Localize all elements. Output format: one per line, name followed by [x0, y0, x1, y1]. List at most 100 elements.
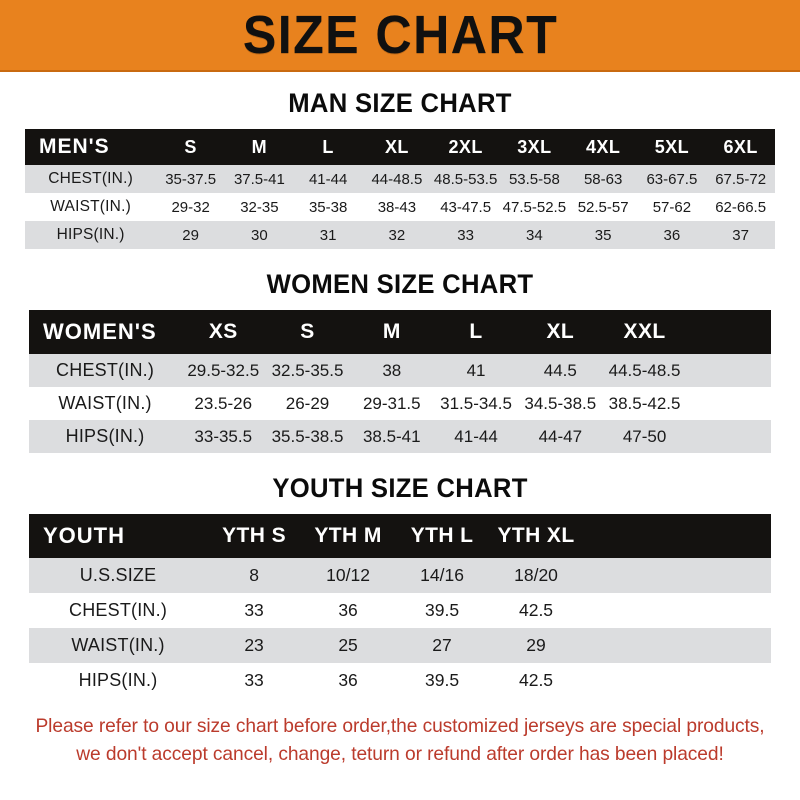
man-measurement-cell: 30: [251, 226, 268, 244]
man-table-row: WAIST(IN.) 29-32 32-35 35-38 38-43 43-47.5 47.…: [25, 193, 775, 221]
man-table-header-row: MEN'S S M L XL 2XL 3XL 4XL 5XL 6XL: [25, 129, 775, 165]
women-measurement-cell: 44.5: [543, 360, 577, 380]
man-size-header-cell: S: [184, 136, 197, 157]
women-measurement-cell: 41-44: [454, 426, 498, 446]
women-measurement-cell: 29-31.5: [362, 393, 421, 413]
man-measurement-cell: 52.5-57: [577, 198, 629, 216]
youth-measurement-spacer: [677, 593, 771, 628]
women-measurement-cell: 32.5-35.5: [271, 360, 344, 380]
man-size-table-wrapper: MEN'S S M L XL 2XL 3XL 4XL 5XL 6XL CHEST(IN.) 35-37…: [25, 129, 775, 249]
youth-measurement-cell: 39.5: [425, 670, 460, 690]
women-size-table-wrapper: WOMEN'S XS S M L XL XXL CHEST(IN.) 29.5-32.5 32.5…: [29, 310, 771, 453]
youth-section-heading: YOUTH SIZE CHART: [272, 473, 528, 503]
man-measurement-cell: 41-44: [308, 170, 348, 188]
man-table-row: CHEST(IN.) 35-37.5 37.5-41 41-44 44-48.5 48.5…: [25, 165, 775, 193]
man-measurement-cell: 37: [732, 226, 749, 244]
women-measurement-cell: 31.5-34.5: [440, 393, 512, 413]
youth-size-header-cell: YTH XL: [497, 524, 575, 547]
youth-measurement-spacer: [583, 663, 677, 698]
man-measurement-cell: 29-32: [171, 198, 210, 216]
youth-size-header-spacer: [583, 514, 677, 558]
women-measurement-label: HIPS(IN.): [65, 426, 145, 446]
youth-size-header-cell: YTH S: [222, 524, 286, 547]
youth-size-table: YOUTH YTH S YTH M YTH L YTH XL U.S.SIZE 8 10/12…: [29, 514, 771, 698]
man-measurement-cell: 43-47.5: [440, 198, 492, 216]
man-measurement-cell: 35-37.5: [165, 170, 217, 188]
youth-measurement-cell: 29: [526, 635, 546, 655]
man-measurement-cell: 32: [388, 226, 406, 244]
man-size-header-cell: 2XL: [448, 136, 483, 157]
youth-measurement-cell: 10/12: [326, 565, 370, 585]
women-measurement-cell: 34.5-38.5: [524, 393, 597, 413]
women-table-body: WOMEN'S XS S M L XL XXL CHEST(IN.) 29.5-32.5 32.5…: [29, 310, 771, 453]
women-measurement-cell: 47-50: [622, 426, 667, 446]
man-measurement-cell: 34: [526, 226, 543, 244]
youth-table-row: WAIST(IN.) 23 25 27 29: [29, 628, 771, 663]
youth-table-row: HIPS(IN.) 33 36 39.5 42.5: [29, 663, 771, 698]
youth-header-label: YOUTH: [43, 523, 125, 548]
man-measurement-cell: 31: [319, 226, 337, 244]
man-measurement-cell: 44-48.5: [371, 170, 423, 188]
man-measurement-label: CHEST(IN.): [48, 170, 133, 187]
youth-size-header-cell: YTH L: [410, 524, 474, 547]
order-policy-note-line-1: Please refer to our size chart before or…: [35, 715, 765, 737]
youth-measurement-spacer: [677, 628, 771, 663]
man-measurement-cell: 37.5-41: [233, 170, 285, 188]
youth-size-table-wrapper: YOUTH YTH S YTH M YTH L YTH XL U.S.SIZE 8 10/12…: [29, 514, 771, 698]
women-size-header-cell: S: [300, 320, 315, 343]
man-measurement-cell: 29: [182, 226, 199, 244]
man-measurement-cell: 33: [457, 226, 474, 244]
youth-measurement-cell: 39.5: [425, 600, 460, 620]
man-measurement-cell: 58-63: [583, 170, 623, 188]
man-size-header-cell: L: [322, 136, 334, 157]
women-measurement-label: WAIST(IN.): [58, 393, 152, 413]
man-table-body: MEN'S S M L XL 2XL 3XL 4XL 5XL 6XL CHEST(IN.) 35-37…: [25, 129, 775, 249]
youth-measurement-cell: 18/20: [514, 565, 558, 585]
women-size-header-cell: XXL: [623, 320, 666, 343]
women-measurement-cell: 41: [466, 360, 486, 380]
man-size-header-cell: 4XL: [586, 136, 621, 157]
women-size-table: WOMEN'S XS S M L XL XXL CHEST(IN.) 29.5-32.5 32.5…: [29, 310, 771, 453]
youth-size-header-spacer: [677, 514, 771, 558]
man-measurement-cell: 48.5-53.5: [433, 170, 498, 188]
women-measurement-cell: 23.5-26: [194, 393, 253, 413]
youth-measurement-cell: 23: [244, 635, 264, 655]
women-table-row: HIPS(IN.) 33-35.5 35.5-38.5 38.5-41 41-44 44-…: [29, 420, 771, 453]
man-measurement-cell: 57-62: [652, 198, 692, 216]
youth-measurement-cell: 36: [338, 670, 358, 690]
women-size-header-cell: L: [469, 320, 483, 343]
youth-measurement-cell: 8: [249, 565, 259, 585]
man-measurement-cell: 35-38: [308, 198, 348, 216]
women-header-label: WOMEN'S: [43, 319, 157, 344]
man-measurement-cell: 47.5-52.5: [502, 198, 567, 216]
women-measurement-spacer: [687, 420, 771, 453]
youth-size-header-cell: YTH M: [314, 524, 382, 547]
man-size-header-cell: 5XL: [654, 136, 689, 157]
women-table-row: WAIST(IN.) 23.5-26 26-29 29-31.5 31.5-34.5 34…: [29, 387, 771, 420]
man-size-header-cell: M: [251, 136, 268, 157]
man-size-header-cell: 3XL: [517, 136, 552, 157]
women-measurement-spacer: [687, 354, 771, 387]
women-size-header-cell: M: [382, 320, 401, 343]
youth-table-header-row: YOUTH YTH S YTH M YTH L YTH XL: [29, 514, 771, 558]
women-section-heading: WOMEN SIZE CHART: [266, 269, 534, 299]
man-table-row: HIPS(IN.) 29 30 31 32 33 34 35 36 37: [25, 221, 775, 249]
women-table-row: CHEST(IN.) 29.5-32.5 32.5-35.5 38 41 44.5 44.5…: [29, 354, 771, 387]
man-measurement-cell: 38-43: [377, 198, 417, 216]
order-policy-note: Please refer to our size chart before or…: [6, 712, 794, 769]
women-measurement-cell: 33-35.5: [194, 426, 253, 446]
page-banner: SIZE CHART: [0, 0, 800, 72]
youth-measurement-spacer: [677, 663, 771, 698]
youth-measurement-cell: 42.5: [518, 600, 554, 620]
man-measurement-cell: 35: [594, 226, 612, 244]
page-title: SIZE CHART: [242, 5, 558, 65]
women-measurement-cell: 44-47: [538, 426, 583, 446]
youth-measurement-cell: 33: [244, 600, 264, 620]
man-measurement-cell: 53.5-58: [508, 170, 560, 188]
women-size-header-cell: XS: [208, 320, 238, 343]
women-measurement-cell: 29.5-32.5: [187, 360, 260, 380]
women-measurement-cell: 26-29: [285, 393, 330, 413]
man-measurement-cell: 62-66.5: [715, 198, 767, 216]
man-section-heading: MAN SIZE CHART: [288, 88, 512, 118]
youth-measurement-label: WAIST(IN.): [71, 635, 165, 655]
